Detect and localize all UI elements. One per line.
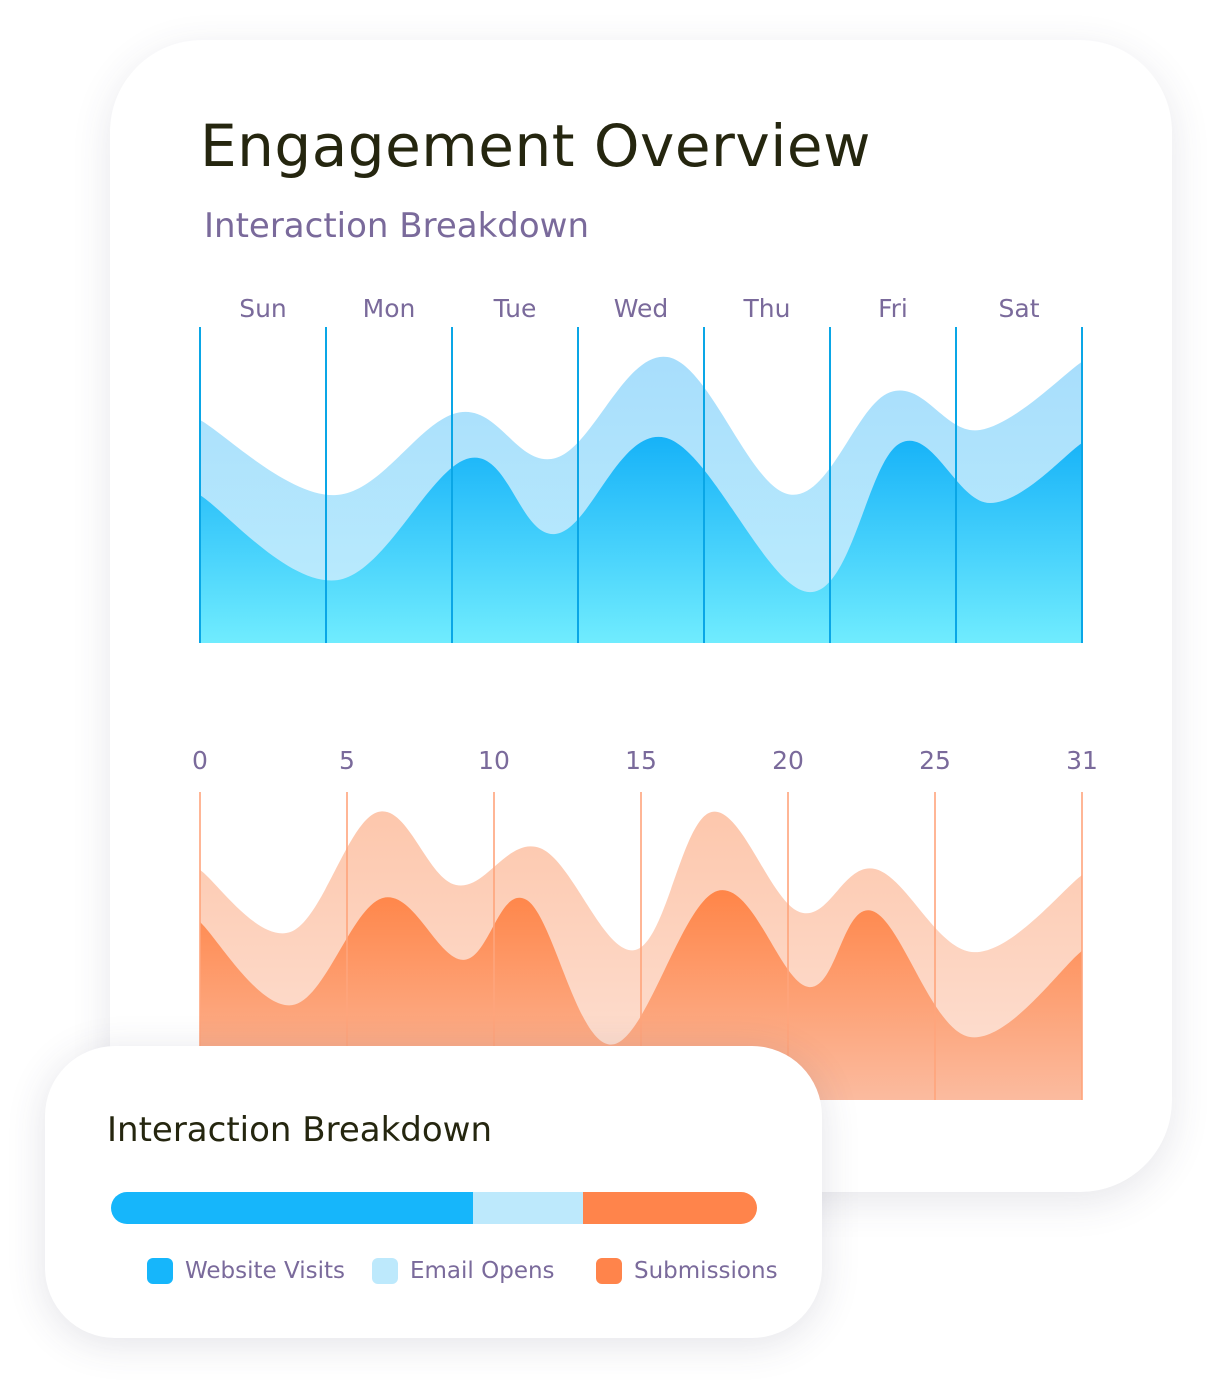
x-tick-label: Tue <box>493 294 537 323</box>
bar-segment-website-visits <box>111 1192 473 1224</box>
x-tick-label: Fri <box>878 294 908 323</box>
x-tick-label: Wed <box>614 294 669 323</box>
legend-item-website-visits: Website Visits <box>147 1258 345 1284</box>
legend-label: Website Visits <box>185 1258 345 1284</box>
breakdown-card: Interaction Breakdown Website Visits Ema… <box>45 1046 822 1338</box>
legend-swatch <box>596 1258 622 1284</box>
x-tick-label: 5 <box>339 746 355 775</box>
x-tick-label: 10 <box>478 746 510 775</box>
x-tick-label: Mon <box>363 294 416 323</box>
x-tick-label: 0 <box>192 746 208 775</box>
bar-segment-submissions <box>582 1192 757 1224</box>
x-tick-label: 15 <box>625 746 657 775</box>
area-series-2 <box>200 436 1082 643</box>
x-tick-label: Sun <box>239 294 287 323</box>
legend-item-email-opens: Email Opens <box>372 1258 555 1284</box>
weekly-area-chart: Sun Mon Tue Wed Thu Fri Sat <box>199 294 1083 643</box>
x-tick-label: 25 <box>919 746 951 775</box>
x-tick-label: Thu <box>743 294 791 323</box>
breakdown-bar <box>111 1192 757 1224</box>
page-subtitle: Interaction Breakdown <box>204 206 590 246</box>
legend-item-submissions: Submissions <box>596 1258 778 1284</box>
legend-label: Submissions <box>634 1258 778 1284</box>
bar-segment-email-opens <box>472 1192 583 1224</box>
x-tick-label: 31 <box>1066 746 1098 775</box>
legend-swatch <box>372 1258 398 1284</box>
page-title: Engagement Overview <box>200 112 871 180</box>
legend-label: Email Opens <box>410 1258 555 1284</box>
breakdown-title: Interaction Breakdown <box>107 1110 493 1150</box>
legend-swatch <box>147 1258 173 1284</box>
x-tick-label: 20 <box>772 746 804 775</box>
x-tick-label: Sat <box>999 294 1040 323</box>
